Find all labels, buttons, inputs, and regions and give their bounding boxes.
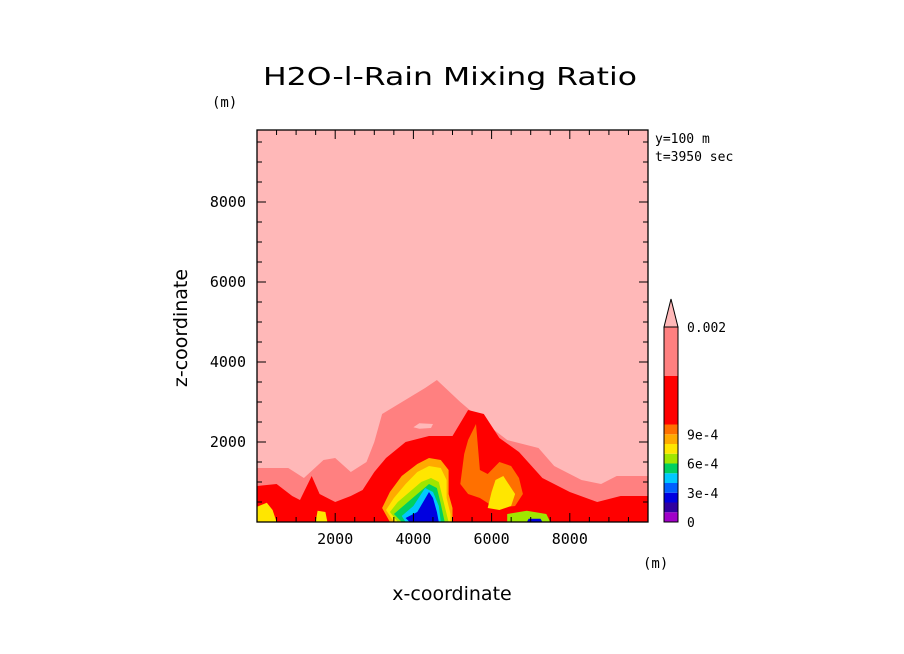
x-unit-label: (m) [643,556,668,572]
colorbar-band-3 [664,483,678,493]
x-tick-label: 8000 [552,530,588,548]
contour-region-12 [315,510,328,522]
contour-region-5 [487,476,516,510]
colorbar-tick-label: 6e-4 [687,458,718,473]
colorbar-band-9 [664,424,678,435]
annotation-t: t=3950 sec [655,150,733,165]
colorbar-extend-arrow [663,298,679,328]
colorbar-band-11 [664,327,678,376]
x-tick-label: 6000 [474,530,510,548]
colorbar-band-0 [664,512,678,522]
colorbar-tick-label: 9e-4 [687,428,718,443]
y-axis-label: z-coordinate [170,269,192,387]
contour-region-14 [413,423,433,429]
contour-region-11 [257,502,277,522]
y-tick-label: 4000 [210,353,246,371]
annotation-y: y=100 m [655,132,710,147]
y-unit-label: (m) [212,95,237,111]
colorbar: 0 3e-4 6e-4 9e-4 0.002 [663,298,726,531]
colorbar-band-10 [664,375,678,425]
colorbar-band-5 [664,463,678,474]
colorbar-frame [663,326,679,523]
colorbar-band-2 [664,492,678,503]
x-axis-label: x-coordinate [392,583,511,605]
colorbar-band-8 [664,434,678,444]
x-tick-label: 4000 [395,530,431,548]
y-tick-label: 6000 [210,273,246,291]
chart-title: H2O-l-Rain Mixing Ratio [263,62,637,91]
colorbar-tick-label: 0.002 [687,321,726,336]
contour-region-1 [257,410,648,522]
colorbar-tick-label: 0 [687,516,695,531]
y-tick-label: 2000 [210,433,246,451]
colorbar-tick-label: 3e-4 [687,487,718,502]
contour-layers [257,130,648,522]
y-tick-label: 8000 [210,193,246,211]
colorbar-band-4 [664,473,678,483]
x-tick-label: 2000 [317,530,353,548]
axes: 2000 4000 6000 8000 2000 4000 6000 8000 [210,129,649,548]
colorbar-band-7 [664,444,678,454]
plot-area [257,130,648,522]
colorbar-band-6 [664,453,678,464]
colorbar-band-1 [664,502,678,513]
